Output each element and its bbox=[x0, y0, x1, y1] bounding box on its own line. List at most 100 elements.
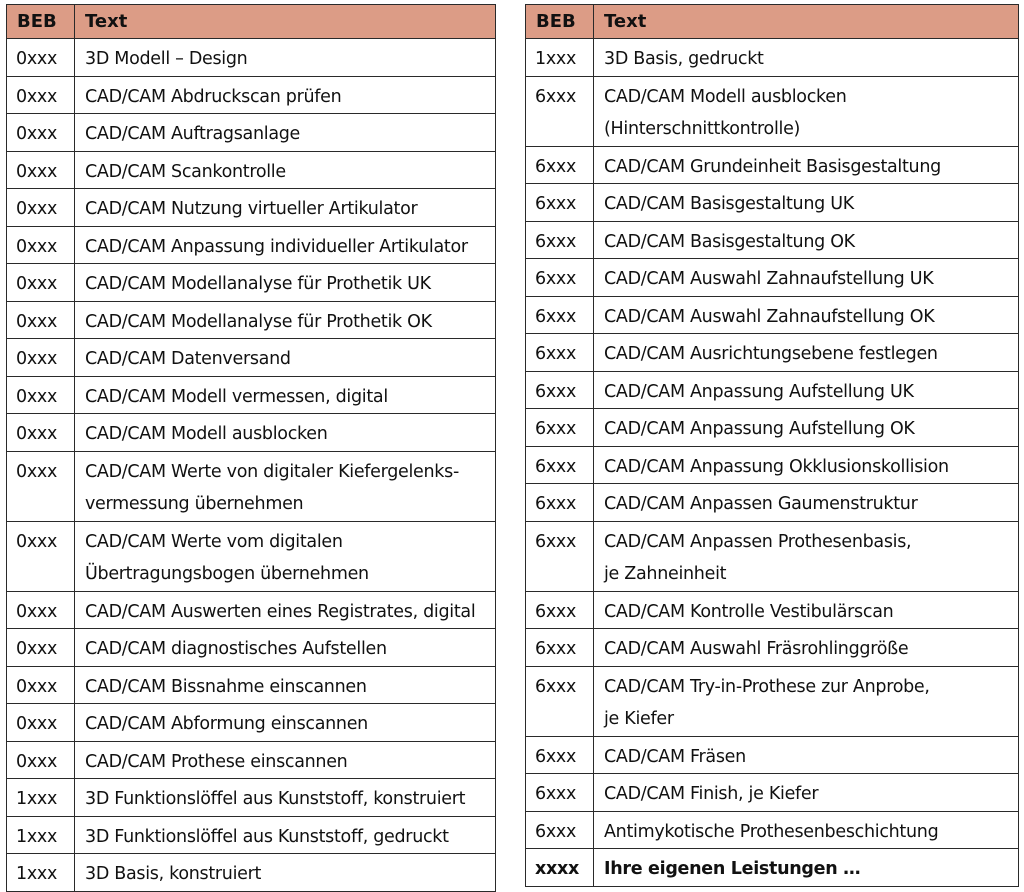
service-text-line: CAD/CAM Modell ausblocken bbox=[604, 86, 847, 107]
table-row: 6xxx CAD/CAM Fräsen bbox=[525, 735, 1019, 774]
beb-code: 0xxx bbox=[6, 590, 75, 629]
table-row: 0xxx CAD/CAM Modellanalyse für Prothetik … bbox=[6, 300, 496, 339]
service-text-line: CAD/CAM Basisgestaltung UK bbox=[604, 194, 854, 214]
table-row: 6xxx Antimykotische Prothesenbeschichtung bbox=[525, 810, 1019, 849]
service-text-line: CAD/CAM Modell vermessen, digital bbox=[85, 386, 388, 407]
service-text: 3D Funktionslöffel aus Kunststoff, gedru… bbox=[74, 815, 496, 854]
beb-code: 0xxx bbox=[6, 75, 75, 114]
service-text-line: CAD/CAM diagnostisches Aufstellen bbox=[85, 639, 387, 659]
service-text-line: CAD/CAM Try-in-Prothese zur Anprobe, bbox=[604, 676, 930, 697]
table-row: 0xxx CAD/CAM Prothese einscannen bbox=[6, 740, 496, 779]
service-text: CAD/CAM Auswahl Zahnaufstellung OK bbox=[593, 295, 1019, 334]
table-row: 6xxx CAD/CAM Ausrichtungsebene festlegen bbox=[525, 333, 1019, 372]
service-text-line: 3D Modell – Design bbox=[85, 49, 248, 69]
service-text: CAD/CAM Modell ausblocken bbox=[74, 413, 496, 452]
service-text-line: CAD/CAM Anpassen Gaumenstruktur bbox=[604, 494, 918, 514]
service-text: CAD/CAM Werte vom digitalen Übertragungsb… bbox=[74, 520, 496, 592]
table-row: 0xxx CAD/CAM Modellanalyse für Prothetik … bbox=[6, 263, 496, 302]
service-text-line: Ihre eigenen Leistungen … bbox=[604, 859, 861, 879]
service-text-line: je Zahneinheit bbox=[604, 564, 727, 584]
service-text-line: CAD/CAM Modell ausblocken bbox=[85, 424, 328, 444]
service-text-line: CAD/CAM Grundeinheit Basisgestaltung bbox=[604, 156, 941, 177]
service-text: CAD/CAM Modell ausblocken (Hinterschnittk… bbox=[593, 75, 1019, 147]
table-header-row: BEB Text bbox=[6, 4, 496, 39]
table-row: 0xxx CAD/CAM Scankontrolle bbox=[6, 150, 496, 189]
service-text: Antimykotische Prothesenbeschichtung bbox=[593, 810, 1019, 849]
service-text: CAD/CAM Modell vermessen, digital bbox=[74, 375, 496, 414]
service-text: CAD/CAM Modellanalyse für Prothetik UK bbox=[74, 263, 496, 302]
service-text-line: CAD/CAM Ausrichtungsebene festlegen bbox=[604, 344, 938, 364]
table-row: 0xxx CAD/CAM Auswerten eines Registrates,… bbox=[6, 590, 496, 629]
service-text: CAD/CAM Auftragsanlage bbox=[74, 113, 496, 152]
table-row: 0xxx CAD/CAM Datenversand bbox=[6, 338, 496, 377]
table-row: 6xxx CAD/CAM Finish, je Kiefer bbox=[525, 773, 1019, 812]
service-text: 3D Basis, gedruckt bbox=[593, 38, 1019, 77]
service-text-line: CAD/CAM Anpassung individueller Artikula… bbox=[85, 236, 468, 257]
service-text-line: CAD/CAM Abdruckscan prüfen bbox=[85, 86, 342, 107]
beb-code: 0xxx bbox=[6, 665, 75, 704]
service-text: CAD/CAM Bissnahme einscannen bbox=[74, 665, 496, 704]
table-row: 1xxx 3D Basis, konstruiert bbox=[6, 853, 496, 892]
service-text: CAD/CAM Anpassung Aufstellung OK bbox=[593, 408, 1019, 447]
service-text: CAD/CAM Werte von digitaler Kiefergelenk… bbox=[74, 450, 496, 522]
table-row: 0xxx CAD/CAM Abformung einscannen bbox=[6, 703, 496, 742]
table-row: 6xxx CAD/CAM Anpassung Aufstellung UK bbox=[525, 370, 1019, 409]
service-text-line: 3D Funktionslöffel aus Kunststoff, gedru… bbox=[85, 826, 449, 847]
service-text-line: CAD/CAM Auswahl Zahnaufstellung UK bbox=[604, 269, 934, 289]
beb-code: 6xxx bbox=[525, 295, 594, 334]
table-row: 6xxx CAD/CAM Anpassung Aufstellung OK bbox=[525, 408, 1019, 447]
service-text: CAD/CAM Anpassung Aufstellung UK bbox=[593, 370, 1019, 409]
service-text-line: CAD/CAM Fräsen bbox=[604, 746, 746, 767]
service-text: CAD/CAM Kontrolle Vestibulärscan bbox=[593, 590, 1019, 629]
beb-code: 0xxx bbox=[6, 375, 75, 414]
service-text: CAD/CAM Anpassen Prothesenbasis, je Zahne… bbox=[593, 520, 1019, 592]
table-row: 0xxx CAD/CAM Anpassung individueller Arti… bbox=[6, 225, 496, 264]
service-text: CAD/CAM Anpassung Okklusionskollision bbox=[593, 445, 1019, 484]
service-text: CAD/CAM Abdruckscan prüfen bbox=[74, 75, 496, 114]
beb-code: 0xxx bbox=[6, 740, 75, 779]
service-text: CAD/CAM Datenversand bbox=[74, 338, 496, 377]
table-row: 0xxx CAD/CAM Abdruckscan prüfen bbox=[6, 75, 496, 114]
service-text-line: CAD/CAM Datenversand bbox=[85, 349, 291, 369]
beb-code: 6xxx bbox=[525, 145, 594, 184]
beb-code: 6xxx bbox=[525, 183, 594, 222]
service-text-line: CAD/CAM Modellanalyse für Prothetik OK bbox=[85, 311, 432, 332]
service-text-line: CAD/CAM Basisgestaltung OK bbox=[604, 231, 855, 252]
beb-code: 0xxx bbox=[6, 338, 75, 377]
service-text: CAD/CAM Prothese einscannen bbox=[74, 740, 496, 779]
service-text-line: je Kiefer bbox=[604, 709, 674, 729]
beb-code: 6xxx bbox=[525, 773, 594, 812]
beb-code: 6xxx bbox=[525, 408, 594, 447]
table-row: xxxx Ihre eigenen Leistungen … bbox=[525, 848, 1019, 887]
service-text: CAD/CAM Fräsen bbox=[593, 735, 1019, 774]
service-text-line: CAD/CAM Kontrolle Vestibulärscan bbox=[604, 601, 894, 622]
service-text: CAD/CAM Anpassung individueller Artikula… bbox=[74, 225, 496, 264]
table-row: 0xxx CAD/CAM Bissnahme einscannen bbox=[6, 665, 496, 704]
table-row: 6xxx CAD/CAM Anpassen Gaumenstruktur bbox=[525, 483, 1019, 522]
service-text: 3D Modell – Design bbox=[74, 38, 496, 77]
beb-code: 6xxx bbox=[525, 333, 594, 372]
beb-code: 1xxx bbox=[6, 778, 75, 817]
table-row: 6xxx CAD/CAM Basisgestaltung OK bbox=[525, 220, 1019, 259]
service-text: CAD/CAM Abformung einscannen bbox=[74, 703, 496, 742]
beb-code: 0xxx bbox=[6, 520, 75, 592]
service-text-line: CAD/CAM Prothese einscannen bbox=[85, 751, 348, 772]
service-text-line: CAD/CAM Anpassung Aufstellung OK bbox=[604, 419, 915, 439]
beb-code: 6xxx bbox=[525, 445, 594, 484]
table-row: 6xxx CAD/CAM Auswahl Zahnaufstellung UK bbox=[525, 258, 1019, 297]
service-text-line: (Hinterschnittkontrolle) bbox=[604, 119, 801, 139]
header-beb: BEB bbox=[6, 4, 75, 39]
table-row: 0xxx CAD/CAM Auftragsanlage bbox=[6, 113, 496, 152]
service-text-line: CAD/CAM Auswerten eines Registrates, dig… bbox=[85, 601, 476, 622]
beb-code: 0xxx bbox=[6, 300, 75, 339]
service-text-line: CAD/CAM Auswahl Fräsrohlinggröße bbox=[604, 639, 909, 659]
service-text: CAD/CAM Finish, je Kiefer bbox=[593, 773, 1019, 812]
service-text: CAD/CAM Scankontrolle bbox=[74, 150, 496, 189]
service-text: CAD/CAM Basisgestaltung OK bbox=[593, 220, 1019, 259]
service-text-line: CAD/CAM Anpassung Aufstellung UK bbox=[604, 381, 914, 402]
service-text: CAD/CAM Auswahl Zahnaufstellung UK bbox=[593, 258, 1019, 297]
beb-code: 6xxx bbox=[525, 520, 594, 592]
table-row: 6xxx CAD/CAM Basisgestaltung UK bbox=[525, 183, 1019, 222]
header-beb: BEB bbox=[525, 4, 594, 39]
service-text: CAD/CAM Anpassen Gaumenstruktur bbox=[593, 483, 1019, 522]
